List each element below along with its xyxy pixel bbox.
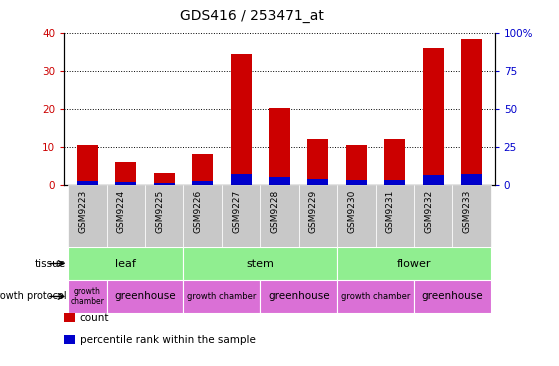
Bar: [183, 185, 222, 247]
Text: growth
chamber: growth chamber: [70, 287, 105, 306]
Text: GSM9231: GSM9231: [386, 190, 395, 233]
Bar: [337, 247, 491, 280]
Bar: [145, 185, 183, 247]
Bar: [192, 182, 213, 185]
Text: GSM9233: GSM9233: [463, 190, 472, 233]
Bar: [154, 173, 175, 185]
Bar: [269, 177, 290, 185]
Bar: [260, 185, 299, 247]
Text: GSM9225: GSM9225: [155, 190, 164, 233]
Text: GSM9227: GSM9227: [232, 190, 241, 233]
Bar: [68, 185, 107, 247]
Bar: [154, 183, 175, 185]
Bar: [384, 180, 405, 185]
Bar: [337, 280, 414, 313]
Text: GSM9228: GSM9228: [271, 190, 280, 233]
Bar: [230, 174, 252, 185]
Text: GSM9226: GSM9226: [193, 190, 203, 233]
Text: greenhouse: greenhouse: [114, 291, 176, 302]
Bar: [461, 174, 482, 185]
Bar: [452, 185, 491, 247]
Text: GSM9232: GSM9232: [424, 190, 433, 233]
Bar: [346, 145, 367, 185]
Bar: [107, 185, 145, 247]
Bar: [260, 280, 337, 313]
Bar: [414, 280, 491, 313]
Bar: [307, 179, 329, 185]
Bar: [77, 181, 98, 185]
Text: GSM9229: GSM9229: [309, 190, 318, 233]
Text: growth protocol: growth protocol: [0, 291, 66, 302]
Bar: [107, 280, 183, 313]
Text: GSM9230: GSM9230: [347, 190, 357, 233]
Bar: [376, 185, 414, 247]
Bar: [414, 185, 452, 247]
Bar: [183, 280, 260, 313]
Bar: [307, 139, 329, 185]
Bar: [269, 108, 290, 185]
Text: greenhouse: greenhouse: [268, 291, 329, 302]
Bar: [230, 54, 252, 185]
Text: stem: stem: [247, 258, 274, 269]
Bar: [192, 154, 213, 185]
Bar: [423, 175, 444, 185]
Text: percentile rank within the sample: percentile rank within the sample: [80, 335, 255, 345]
Text: leaf: leaf: [115, 258, 136, 269]
Text: growth chamber: growth chamber: [341, 292, 410, 301]
Bar: [337, 185, 376, 247]
Bar: [183, 247, 337, 280]
Bar: [299, 185, 337, 247]
Bar: [115, 162, 136, 185]
Text: GSM9224: GSM9224: [117, 190, 126, 233]
Bar: [461, 39, 482, 185]
Text: tissue: tissue: [35, 258, 66, 269]
Text: greenhouse: greenhouse: [421, 291, 483, 302]
Text: growth chamber: growth chamber: [187, 292, 257, 301]
Bar: [64, 335, 74, 344]
Text: GSM9223: GSM9223: [78, 190, 87, 233]
Bar: [423, 48, 444, 185]
Bar: [346, 180, 367, 185]
Bar: [384, 139, 405, 185]
Bar: [222, 185, 260, 247]
Text: flower: flower: [397, 258, 431, 269]
Bar: [68, 280, 107, 313]
Bar: [77, 145, 98, 185]
Text: count: count: [80, 313, 109, 323]
Bar: [64, 313, 74, 322]
Text: GDS416 / 253471_at: GDS416 / 253471_at: [179, 9, 324, 23]
Bar: [115, 182, 136, 185]
Bar: [68, 247, 183, 280]
